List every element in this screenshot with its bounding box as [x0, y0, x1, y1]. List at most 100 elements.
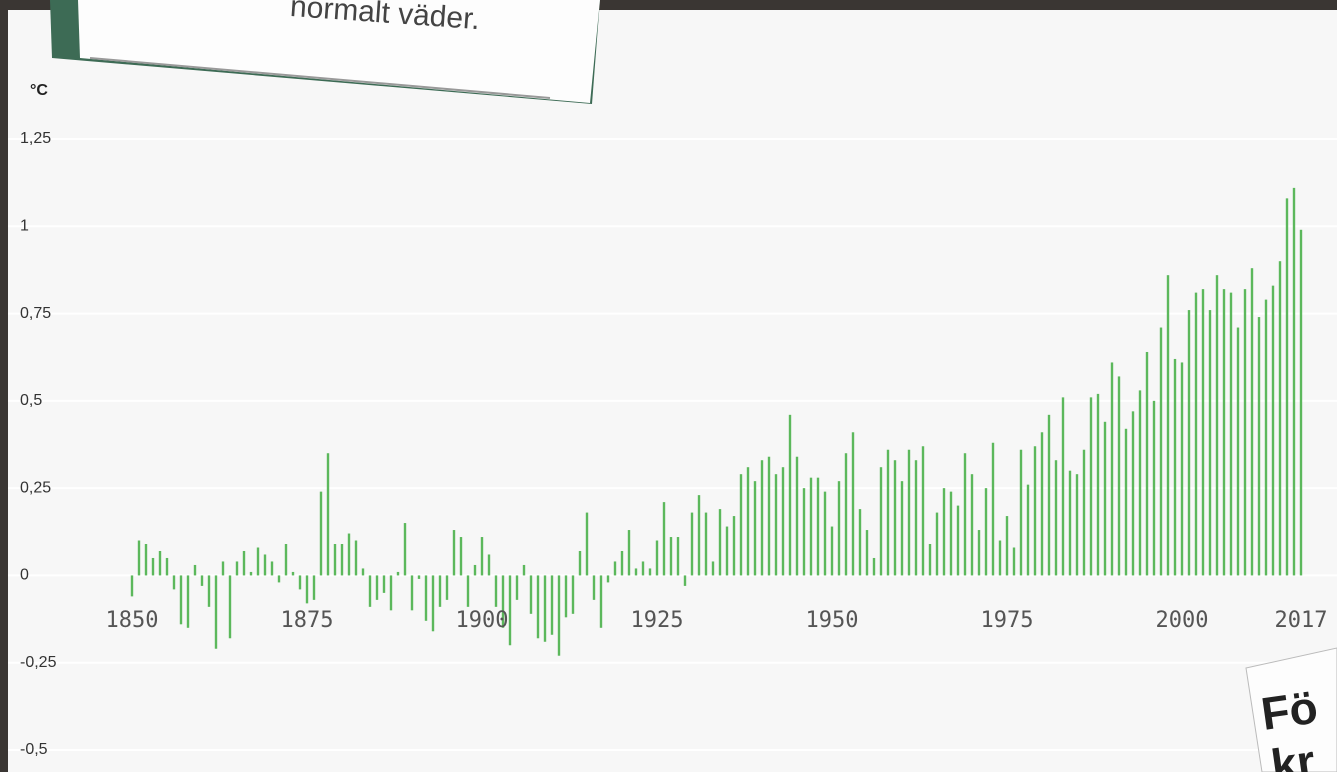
bar [207, 575, 211, 607]
bar [193, 564, 197, 576]
bar [1201, 289, 1205, 576]
bar [1019, 449, 1023, 576]
bar [697, 495, 701, 576]
bar [221, 561, 225, 576]
bar [1187, 310, 1191, 576]
bar [1264, 299, 1268, 576]
bar [914, 460, 918, 576]
bar [1229, 292, 1233, 576]
bar [844, 453, 848, 576]
bar [746, 467, 750, 576]
x-tick-label: 1900 [456, 608, 509, 633]
bar [326, 453, 330, 576]
bar [396, 571, 400, 576]
bar [459, 537, 463, 576]
bar [1033, 446, 1037, 576]
bar [641, 561, 645, 576]
bar [144, 544, 148, 576]
bar [522, 564, 526, 576]
bar [998, 540, 1002, 576]
bar [1159, 327, 1163, 576]
bar [186, 575, 190, 628]
x-tick-label: 1950 [806, 608, 859, 633]
bar [1215, 275, 1219, 576]
bar [613, 561, 617, 576]
bar [956, 505, 960, 576]
bar [1257, 317, 1261, 576]
bar [340, 544, 344, 576]
bar [970, 474, 974, 576]
bar [963, 453, 967, 576]
bar [830, 526, 834, 576]
bar [1194, 292, 1198, 576]
bar [403, 523, 407, 576]
bar [865, 530, 869, 576]
bar [305, 575, 309, 604]
bar [319, 491, 323, 576]
bar [795, 456, 799, 576]
bar [543, 575, 547, 642]
bar [788, 414, 792, 576]
bar [683, 575, 687, 586]
bar [669, 537, 673, 576]
x-tick-label: 1875 [281, 608, 334, 633]
y-tick-label: 0,25 [20, 479, 51, 496]
bar [1061, 397, 1065, 576]
bar [1138, 390, 1142, 576]
bar [655, 540, 659, 576]
bar [690, 512, 694, 576]
bar [1236, 327, 1240, 576]
bar [312, 575, 316, 600]
bar [438, 575, 442, 607]
bar [165, 557, 169, 576]
bar [879, 467, 883, 576]
bar [1117, 376, 1121, 576]
bar [242, 550, 246, 576]
paper-bottom: Fö kr [1245, 647, 1337, 772]
bar [256, 547, 260, 576]
bar [578, 550, 582, 576]
bar [1292, 187, 1296, 576]
bar [949, 491, 953, 576]
bar [536, 575, 540, 639]
bar [214, 575, 218, 649]
bar [1096, 393, 1100, 576]
bar [984, 488, 988, 576]
bar [158, 550, 162, 576]
bar [137, 540, 141, 576]
bar [921, 446, 925, 576]
bar [375, 575, 379, 600]
bar [1131, 411, 1135, 576]
bar [1005, 516, 1009, 576]
bar [389, 575, 393, 611]
bar [851, 432, 855, 576]
bar [564, 575, 568, 618]
bar [1054, 460, 1058, 576]
bar [634, 568, 638, 576]
bar [473, 564, 477, 576]
bar [515, 575, 519, 600]
bar [487, 554, 491, 576]
bar [1222, 289, 1226, 576]
paper-text: kr [1268, 734, 1318, 772]
bar [676, 537, 680, 576]
bar [599, 575, 603, 628]
bar [235, 561, 239, 576]
bar [1278, 261, 1282, 576]
paper-edge [89, 57, 551, 99]
bar [1026, 484, 1030, 576]
bar [774, 474, 778, 576]
bar [1040, 432, 1044, 576]
bar [550, 575, 554, 635]
bar [1047, 414, 1051, 576]
bar [466, 575, 470, 607]
paper [78, 0, 600, 103]
bar [508, 575, 512, 646]
bar [648, 568, 652, 576]
bar [291, 571, 295, 576]
bar [1166, 275, 1170, 576]
y-tick-label: 0 [20, 567, 29, 584]
bar [907, 449, 911, 576]
